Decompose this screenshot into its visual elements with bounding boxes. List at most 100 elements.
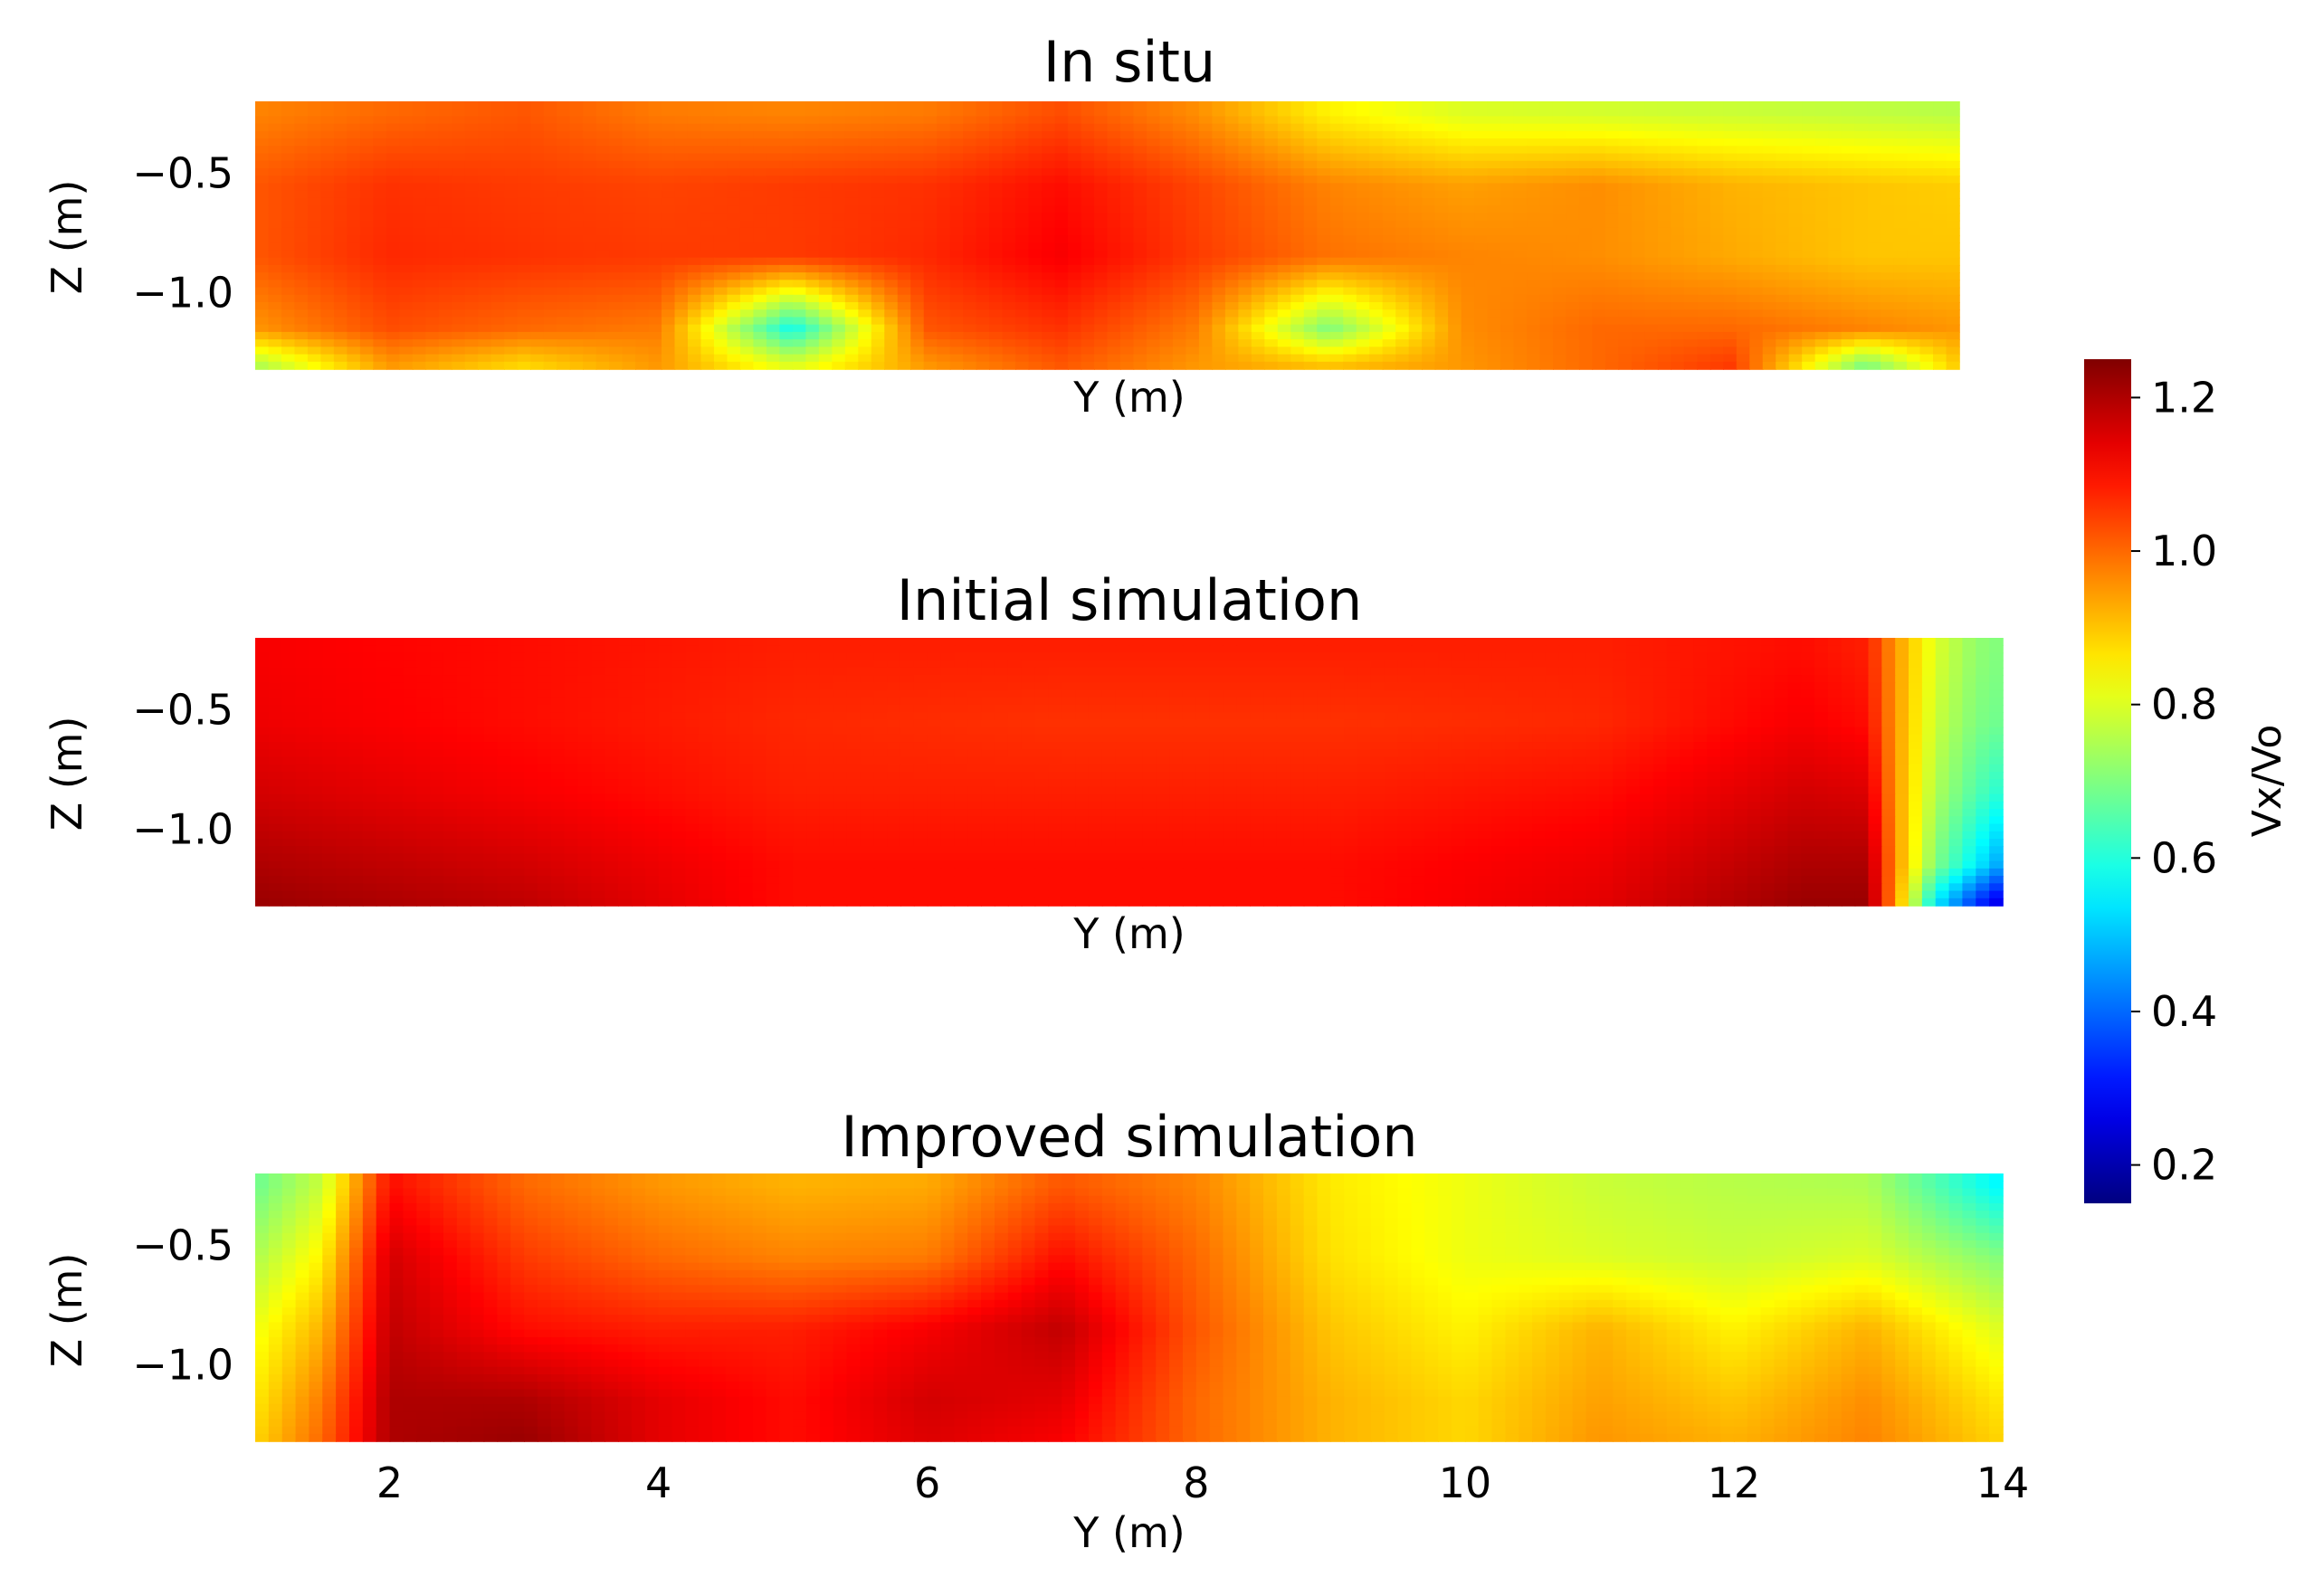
- heatmap-cell: [1408, 339, 1423, 348]
- heatmap-cell: [897, 272, 912, 281]
- heatmap-cell: [1697, 109, 1711, 118]
- heatmap-cell: [255, 250, 270, 259]
- heatmap-cell: [452, 176, 466, 185]
- heatmap-cell: [685, 645, 700, 654]
- heatmap-cell: [1552, 160, 1567, 169]
- heatmap-cell: [687, 242, 702, 252]
- heatmap-cell: [1028, 197, 1043, 206]
- heatmap-cell: [1002, 205, 1016, 214]
- heatmap-cell: [1652, 645, 1668, 654]
- heatmap-cell: [320, 176, 335, 185]
- heatmap-cell: [1867, 227, 1881, 236]
- heatmap-cell: [1422, 153, 1436, 162]
- heatmap-cell: [583, 213, 597, 222]
- heatmap-cell: [1434, 116, 1449, 125]
- heatmap-cell: [1578, 302, 1594, 311]
- heatmap-cell: [543, 347, 557, 356]
- heatmap-cell: [1002, 227, 1016, 236]
- heatmap-cell: [386, 220, 401, 229]
- heatmap-cell: [1841, 347, 1855, 356]
- heatmap-cell: [295, 638, 310, 647]
- heatmap-cell: [989, 138, 1004, 147]
- heatmap-cell: [1028, 361, 1043, 370]
- heatmap-cell: [858, 101, 872, 110]
- heatmap-cell: [281, 235, 296, 244]
- heatmap-cell: [557, 280, 571, 289]
- heatmap-cell: [1709, 190, 1725, 199]
- heatmap-cell: [399, 354, 414, 363]
- heatmap-cell: [910, 361, 925, 370]
- heatmap-cell: [1907, 317, 1921, 326]
- heatmap-cell: [1527, 272, 1541, 281]
- heatmap-cell: [1500, 331, 1515, 340]
- heatmap-cell: [294, 257, 309, 266]
- heatmap-cell: [399, 361, 414, 370]
- heatmap-cell: [1487, 205, 1501, 214]
- heatmap-cell: [792, 331, 807, 340]
- heatmap-cell: [818, 272, 833, 281]
- heatmap-cell: [976, 242, 990, 252]
- heatmap-cell: [662, 331, 676, 340]
- heatmap-cell: [1448, 294, 1462, 303]
- heatmap-cell: [373, 183, 387, 192]
- heatmap-cell: [557, 109, 571, 118]
- heatmap-cell: [1015, 109, 1030, 118]
- heatmap-cell: [281, 317, 296, 326]
- heatmap-cell: [478, 130, 492, 139]
- heatmap-cell: [569, 190, 584, 199]
- heatmap-cell: [1434, 287, 1449, 296]
- heatmap-cell: [648, 264, 662, 273]
- heatmap-cell: [1749, 130, 1764, 139]
- heatmap-cell: [1343, 339, 1357, 348]
- heatmap-cell: [1828, 287, 1843, 296]
- heatmap-cell: [622, 361, 636, 370]
- heatmap-cell: [1527, 294, 1541, 303]
- heatmap-cell: [1487, 168, 1501, 177]
- heatmap-cell: [1094, 250, 1109, 259]
- heatmap-cell: [739, 205, 755, 214]
- heatmap-cell: [1827, 645, 1843, 654]
- heatmap-cell: [1527, 130, 1541, 139]
- heatmap-cell: [1828, 347, 1843, 356]
- heatmap-cell: [818, 354, 833, 363]
- heatmap-cell: [1909, 645, 1923, 654]
- heatmap-cell: [976, 324, 990, 333]
- heatmap-cell: [989, 354, 1004, 363]
- heatmap-cell: [1369, 213, 1384, 222]
- heatmap-cell: [557, 339, 571, 348]
- heatmap-cell: [1290, 280, 1305, 289]
- heatmap-cell: [1422, 280, 1436, 289]
- heatmap-cell: [320, 190, 335, 199]
- heatmap-cell: [386, 361, 401, 370]
- heatmap-cell: [1329, 235, 1345, 244]
- heatmap-cell: [1671, 160, 1685, 169]
- heatmap-cell: [1572, 645, 1587, 654]
- heatmap-cell: [1382, 153, 1396, 162]
- heatmap-cell: [530, 220, 545, 229]
- heatmap-cell: [1933, 361, 1947, 370]
- heatmap-cell: [399, 317, 414, 326]
- heatmap-cell: [753, 257, 767, 266]
- heatmap-cell: [543, 160, 557, 169]
- heatmap-cell: [1854, 123, 1869, 132]
- heatmap-cell: [1919, 227, 1934, 236]
- heatmap-cell: [1172, 138, 1187, 147]
- heatmap-cell: [294, 347, 309, 356]
- heatmap-cell: [530, 331, 545, 340]
- heatmap-cell: [1592, 130, 1606, 139]
- heatmap-cell: [871, 213, 886, 222]
- heatmap-cell: [1119, 302, 1135, 311]
- heatmap-cell: [792, 272, 807, 281]
- heatmap-cell: [1631, 287, 1646, 296]
- heatmap-cell: [1854, 130, 1869, 139]
- heatmap-cell: [1749, 160, 1764, 169]
- heatmap-cell: [1224, 257, 1240, 266]
- heatmap-cell: [832, 205, 846, 214]
- heatmap-cell: [1028, 242, 1043, 252]
- heatmap-cell: [557, 160, 571, 169]
- heatmap-cell: [1146, 190, 1161, 199]
- heatmap-cell: [1212, 205, 1226, 214]
- heatmap-cell: [1762, 302, 1777, 311]
- heatmap-cell: [1370, 645, 1386, 654]
- heatmap-cell: [1356, 302, 1370, 311]
